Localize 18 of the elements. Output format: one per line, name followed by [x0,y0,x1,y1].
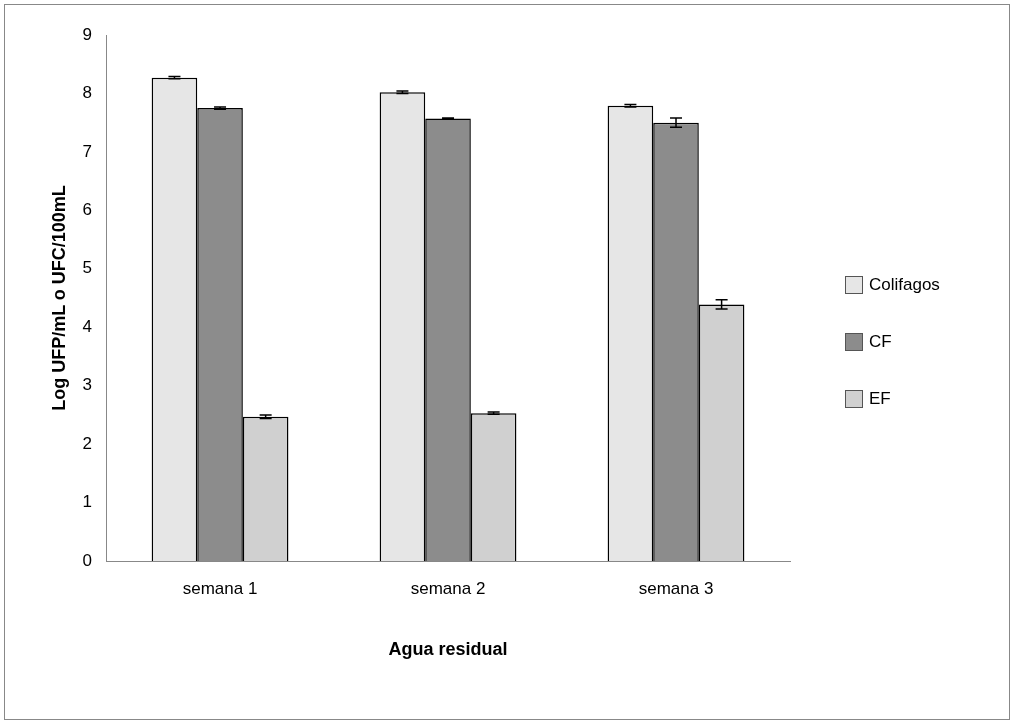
y-tick-label: 9 [82,24,93,44]
y-tick-label: 7 [82,141,93,161]
y-tick-label: 5 [82,258,93,278]
y-tick-label: 6 [82,200,93,220]
y-tick-label: 3 [82,375,93,395]
x-axis-title: Agua residual [388,639,508,660]
x-tick-label: semana 3 [638,578,714,598]
legend-label: EF [869,389,891,409]
y-tick-label: 8 [82,83,93,103]
legend-label: Colifagos [869,275,940,295]
legend-label: CF [869,332,892,352]
y-tick-label: 1 [82,492,93,512]
x-tick-label: semana 2 [410,578,486,598]
y-tick-label: 4 [82,316,93,336]
y-axis-title: Log UFP/mL o UFC/100mL [48,185,69,411]
y-tick-label: 2 [82,433,93,453]
y-tick-label: 0 [82,550,93,570]
x-tick-label: semana 1 [182,578,258,598]
